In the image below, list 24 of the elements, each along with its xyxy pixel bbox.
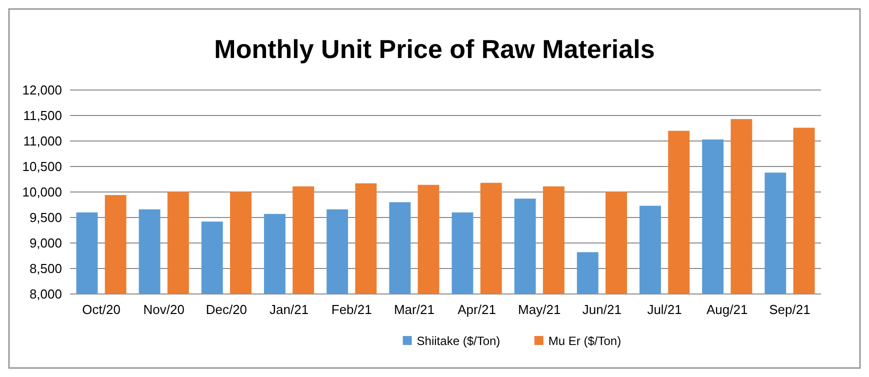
x-tick-label: Aug/21 <box>706 302 748 317</box>
x-tick-label: Sep/21 <box>769 302 810 317</box>
x-tick-label: Jun/21 <box>582 302 622 317</box>
y-tick-label: 9,000 <box>29 236 62 251</box>
y-tick-label: 10,500 <box>22 159 62 174</box>
x-tick-label: Oct/20 <box>82 302 120 317</box>
chart-title: Monthly Unit Price of Raw Materials <box>214 34 655 64</box>
x-tick-label: Feb/21 <box>331 302 372 317</box>
y-tick-label: 12,000 <box>22 82 62 98</box>
x-tick-label: Dec/20 <box>206 302 248 317</box>
y-tick-label: 11,000 <box>23 134 62 149</box>
x-tick-label: May/21 <box>518 302 561 317</box>
x-tick-label: Mar/21 <box>394 302 434 317</box>
legend-label: Mu Er ($/Ton) <box>548 334 622 348</box>
y-tick-label: 10,000 <box>22 184 62 200</box>
x-tick-label: Apr/21 <box>458 302 496 317</box>
y-tick-label: 8,500 <box>29 261 62 276</box>
y-tick-label: 9,500 <box>29 210 62 226</box>
x-tick-label: Nov/20 <box>143 302 184 317</box>
y-tick-label: 8,000 <box>29 286 62 302</box>
x-tick-label: Jan/21 <box>270 302 309 317</box>
legend-label: Shiitake ($/Ton) <box>416 334 500 348</box>
x-tick-label: Jul/21 <box>647 302 682 317</box>
y-tick-label: 11,500 <box>23 108 62 124</box>
